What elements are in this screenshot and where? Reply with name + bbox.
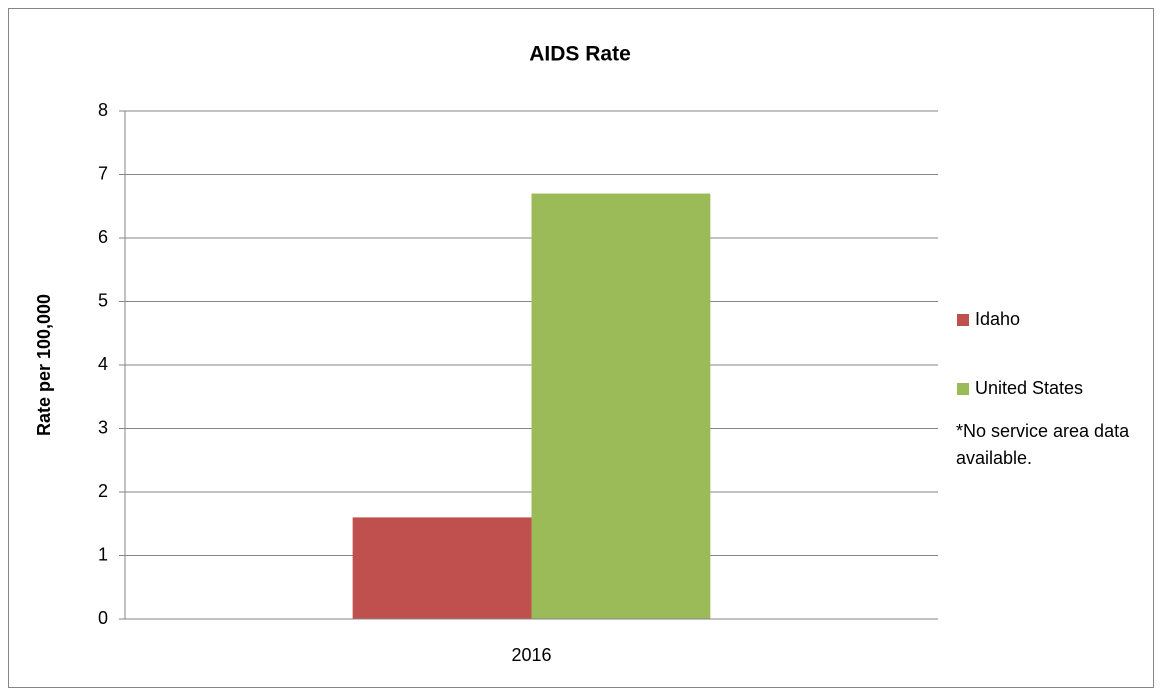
x-tick-label: 2016 <box>511 645 551 665</box>
legend-swatch <box>957 314 969 326</box>
y-tick-label: 0 <box>98 608 108 628</box>
annotation: *No service area data available. <box>956 421 1130 468</box>
y-tick-label: 3 <box>98 417 108 437</box>
y-axis-label: Rate per 100,000 <box>34 294 54 436</box>
y-tick-label: 1 <box>98 544 108 564</box>
bar <box>352 517 532 619</box>
legend-swatch <box>957 383 969 395</box>
y-tick-label: 7 <box>98 163 108 183</box>
legend-label: United States <box>975 378 1083 398</box>
chart-title: AIDS Rate <box>529 43 631 66</box>
bar <box>531 193 711 620</box>
y-tick-label: 5 <box>98 290 108 310</box>
y-tick-label: 8 <box>98 100 108 120</box>
legend-label: Idaho <box>975 309 1020 329</box>
y-tick-label: 6 <box>98 227 108 247</box>
y-tick-label: 4 <box>98 354 108 374</box>
y-tick-label: 2 <box>98 481 108 501</box>
